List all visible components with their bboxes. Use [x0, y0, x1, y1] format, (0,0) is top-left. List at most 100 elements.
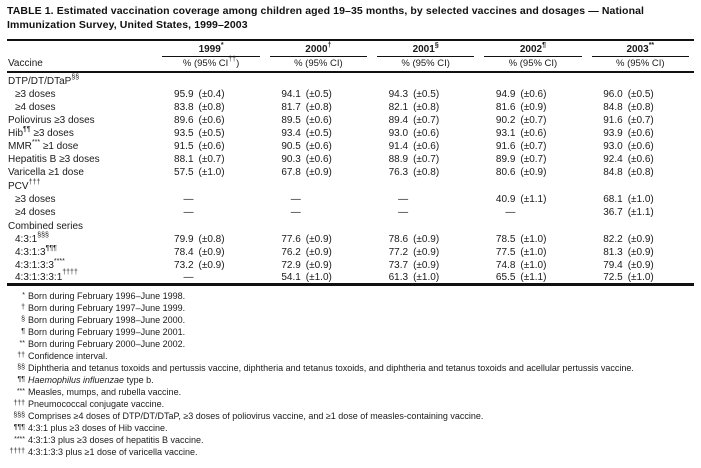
coverage-value: 93.1: [495, 128, 516, 139]
confidence-interval: (±0.6): [305, 115, 332, 126]
no-data-dash: —: [183, 194, 194, 205]
footnote-italic-text: Haemophilus influenzae: [28, 374, 125, 385]
confidence-interval: (±0.9): [520, 167, 547, 178]
year-column-header-2003: 2003** % (95% CI): [586, 40, 694, 73]
footnote: †††† 4:3:1:3:3 plus ≥1 dose of varicella …: [7, 447, 697, 459]
footnote-text: Born during February 1999–June 2001.: [28, 326, 186, 337]
year-column-header-2000: 2000† % (95% CI): [264, 40, 372, 73]
footnote-marker: ¶¶¶: [45, 244, 57, 252]
footnote-text: Born during February 1997–June 1999.: [28, 302, 186, 313]
footnote-marker: §: [434, 41, 439, 49]
confidence-interval: (±0.6): [520, 128, 547, 139]
table-title: TABLE 1. Estimated vaccination coverage …: [7, 5, 645, 31]
coverage-value: 93.0: [388, 128, 409, 139]
no-data-dash: —: [290, 194, 301, 205]
coverage-value: 93.0: [603, 141, 623, 152]
footnote-marker: ¶¶¶: [13, 423, 25, 431]
confidence-interval: (±1.1): [627, 207, 654, 218]
footnote-marker: ****: [14, 435, 25, 443]
confidence-interval: (±0.6): [198, 141, 225, 152]
confidence-interval: (±0.7): [413, 115, 440, 126]
footnote-marker: **: [19, 339, 25, 347]
confidence-interval: (±0.9): [305, 167, 332, 178]
coverage-value: 72.5: [603, 271, 623, 283]
confidence-interval: [515, 205, 586, 218]
confidence-interval: [194, 271, 265, 284]
footnote: ¶¶ Haemophilus influenzae type b.: [7, 375, 697, 387]
confidence-interval: (±0.9): [520, 102, 547, 113]
confidence-interval: (±1.1): [520, 194, 547, 205]
confidence-interval: (±0.9): [305, 260, 332, 271]
confidence-interval: (±0.6): [305, 154, 332, 165]
coverage-value: 73.2: [174, 260, 194, 271]
table-row: Poliovirus ≥3 doses 89.6 (±0.6) 89.5 (±0.6) 8…: [7, 113, 694, 126]
coverage-value: 80.6: [495, 167, 516, 178]
confidence-interval: (±0.9): [627, 260, 654, 271]
coverage-value: 73.7: [388, 260, 409, 271]
confidence-interval: (±1.0): [520, 260, 547, 271]
coverage-value: 90.3: [281, 154, 301, 165]
coverage-value: 68.1: [603, 194, 623, 205]
pct-ci-label: % (95% CI): [377, 56, 475, 71]
vaccination-coverage-table: Vaccine 1999* % (95% CI††) 2000† % (95% …: [7, 39, 694, 286]
confidence-interval: (±0.8): [198, 234, 225, 245]
coverage-value: 82.2: [603, 234, 623, 245]
year-column-header-1999: 1999* % (95% CI††): [157, 40, 265, 73]
footnote-marker: §: [21, 315, 25, 323]
year-label: 2003**: [626, 41, 655, 55]
vaccine-label: 4:3:1§§§: [15, 231, 49, 245]
footnote-marker: *: [220, 41, 224, 49]
coverage-value: 40.9: [495, 194, 516, 205]
vaccine-label: Hib¶¶ ≥3 doses: [8, 125, 74, 139]
coverage-value: 84.8: [603, 167, 623, 178]
coverage-value: 81.7: [281, 102, 301, 113]
confidence-interval: (±0.5): [198, 128, 225, 139]
year-column-header-2001: 2001§ % (95% CI): [372, 40, 480, 73]
coverage-value: 54.1: [281, 271, 301, 283]
confidence-interval: (±0.9): [305, 247, 332, 258]
confidence-interval: (±1.0): [520, 247, 547, 258]
coverage-value: 92.4: [603, 154, 623, 165]
footnote-text: 4:3:1 plus ≥3 doses of Hib vaccine.: [28, 422, 168, 433]
no-data-dash: —: [183, 207, 194, 218]
vaccine-label: Combined series: [8, 221, 84, 232]
footnote-text: 4:3:1:3:3 plus ≥1 dose of varicella vacc…: [28, 446, 198, 457]
no-data-dash: —: [398, 194, 409, 205]
coverage-value: 88.9: [388, 154, 409, 165]
confidence-interval: (±0.9): [305, 234, 332, 245]
empty-cell: [157, 72, 694, 87]
confidence-interval: (±0.6): [627, 141, 654, 152]
confidence-interval: (±1.0): [627, 194, 654, 205]
table-row: ≥3 doses 95.9 (±0.4) 94.1 (±0.5) 94.3 (±0.5) 94…: [7, 87, 694, 100]
coverage-value: 61.3: [388, 271, 409, 283]
coverage-value: 94.9: [495, 89, 516, 100]
footnote-marker: †: [327, 41, 332, 49]
table-header: Vaccine 1999* % (95% CI††) 2000† % (95% …: [7, 40, 694, 73]
footnote-marker: ¶¶: [17, 375, 25, 383]
vaccine-label: ≥4 doses: [15, 102, 56, 113]
confidence-interval: (±0.6): [198, 115, 225, 126]
coverage-value: 93.4: [281, 128, 301, 139]
empty-cell: [157, 178, 694, 192]
footnote-text: 4:3:1:3 plus ≥3 doses of hepatitis B vac…: [28, 434, 204, 445]
vaccine-label: Varicella ≥1 dose: [8, 167, 84, 178]
footnote-text: Measles, mumps, and rubella vaccine.: [28, 386, 182, 397]
table-row: MMR*** ≥1 dose 91.5 (±0.6) 90.5 (±0.6) 91.4 (±…: [7, 139, 694, 152]
coverage-value: 91.6: [603, 115, 623, 126]
table-row: ≥4 doses 83.8 (±0.8) 81.7 (±0.8) 82.1 (±0.8) 81…: [7, 100, 694, 113]
coverage-value: 67.8: [281, 167, 301, 178]
footnote-text: Born during February 1996–June 1998.: [28, 290, 186, 301]
year-label: 2002¶: [519, 41, 547, 55]
footnote-marker: ¶: [21, 327, 25, 335]
coverage-value: 77.5: [495, 247, 516, 258]
confidence-interval: [408, 205, 479, 218]
footnote-marker: §§: [17, 363, 25, 371]
coverage-value: 94.1: [281, 89, 301, 100]
vaccine-label: 4:3:1:3:3****: [15, 257, 65, 271]
section-row: DTP/DT/DTaP§§: [7, 72, 694, 87]
vaccine-label: DTP/DT/DTaP§§: [8, 73, 80, 87]
table-row: 4:3:1:3:3**** 73.2 (±0.9) 72.9 (±0.9) 73.7 (±0…: [7, 258, 694, 271]
coverage-value: 78.6: [388, 234, 409, 245]
footnote-marker: ††††: [9, 447, 25, 455]
confidence-interval: (±0.7): [520, 154, 547, 165]
